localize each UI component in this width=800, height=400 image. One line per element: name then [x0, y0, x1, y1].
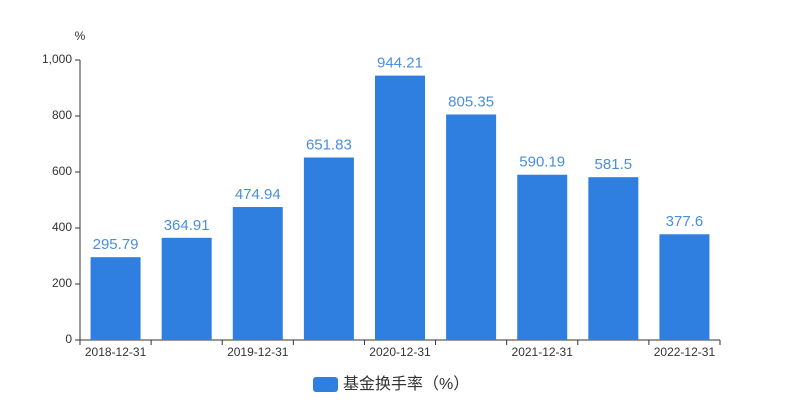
bar: [588, 177, 639, 340]
bar: [659, 234, 710, 340]
y-tick-label: 200: [52, 276, 72, 290]
y-tick-label: 800: [52, 108, 72, 122]
value-label: 805.35: [448, 93, 494, 110]
legend-label[interactable]: 基金换手率（%）: [343, 375, 469, 393]
bar: [232, 207, 283, 340]
y-tick-label: 0: [65, 332, 72, 346]
value-label: 651.83: [306, 136, 352, 153]
bar: [517, 174, 568, 340]
value-label: 474.94: [235, 186, 281, 203]
value-label: 295.79: [93, 236, 139, 253]
value-label: 364.91: [164, 217, 210, 234]
y-tick-label: 600: [52, 164, 72, 178]
x-tick-label: 2022-12-31: [654, 345, 716, 359]
bar: [375, 75, 425, 340]
bar: [446, 114, 497, 340]
x-tick-label: 2020-12-31: [369, 345, 431, 359]
y-tick-label: 400: [52, 220, 72, 234]
y-tick-label: 1,000: [42, 52, 72, 66]
value-label: 581.5: [595, 156, 633, 173]
value-label: 377.6: [666, 213, 704, 230]
x-tick-label: 2021-12-31: [512, 345, 574, 359]
value-label: 590.19: [519, 154, 565, 171]
bar: [303, 157, 354, 340]
y-axis-unit: %: [75, 29, 86, 43]
bar: [161, 237, 212, 340]
value-label: 944.21: [377, 55, 423, 72]
legend-swatch[interactable]: [313, 377, 338, 392]
bar: [90, 257, 141, 340]
x-tick-label: 2018-12-31: [85, 345, 147, 359]
x-tick-label: 2019-12-31: [227, 345, 289, 359]
